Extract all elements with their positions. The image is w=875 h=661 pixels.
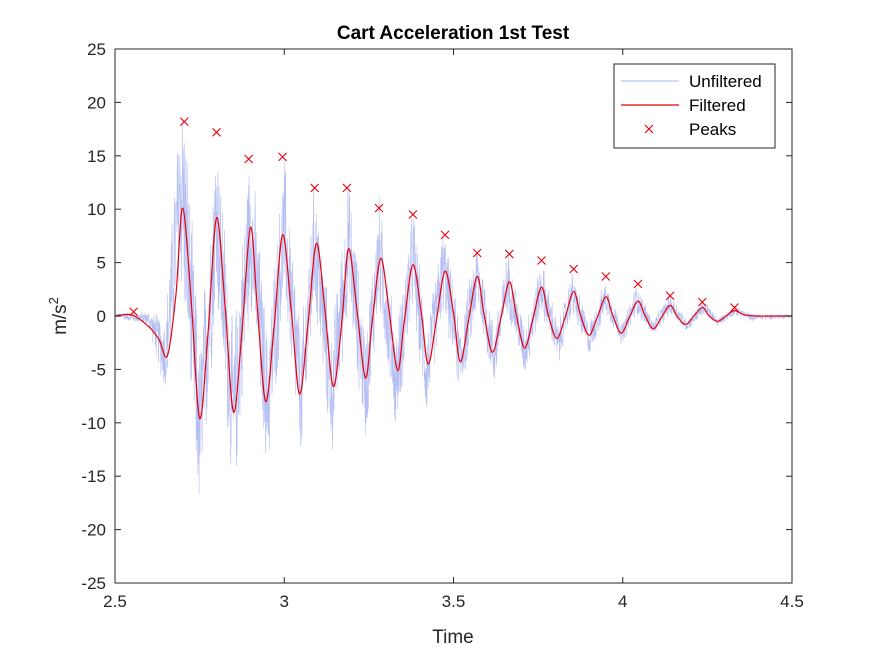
legend-label-filtered: Filtered: [689, 96, 746, 115]
peak-marker: [665, 291, 675, 301]
series-layer: [115, 119, 792, 495]
peak-marker: [472, 248, 482, 258]
peak-marker: [244, 154, 254, 164]
y-tick-label: 0: [97, 307, 106, 326]
x-tick-label: 3: [280, 592, 289, 611]
y-axis-label: m/s2: [46, 297, 71, 335]
peak-marker: [310, 183, 320, 193]
peak-marker: [408, 210, 418, 219]
y-tick-label: -25: [81, 574, 106, 593]
peak-marker: [697, 297, 707, 307]
y-tick-label: -5: [91, 360, 106, 379]
peak-marker: [601, 272, 611, 281]
peak-marker: [278, 152, 287, 162]
legend-box: [613, 63, 776, 149]
y-axis-label-base: m/s: [50, 304, 71, 335]
peak-marker: [504, 249, 514, 259]
ticks-layer: 2.5 3 3.5 4 4.5 -25 -20 -15 -10 -5 0 5 10 15 20 25: [81, 40, 803, 611]
x-tick-label: 4.5: [780, 592, 804, 611]
legend-swatch-peaks: [644, 124, 654, 134]
x-axis-label: Time: [432, 627, 474, 648]
series-unfiltered-line: [115, 119, 792, 495]
y-tick-label: 20: [87, 93, 106, 112]
y-tick-label: 15: [87, 147, 106, 166]
series-filtered-line: [115, 207, 792, 420]
peak-marker: [440, 230, 450, 240]
peak-marker: [212, 127, 221, 137]
y-tick-label: -10: [81, 414, 106, 433]
y-tick-label: 5: [97, 254, 106, 273]
peak-marker: [633, 279, 643, 289]
y-axis-label-exponent: 2: [46, 297, 61, 304]
y-tick-label: 10: [87, 200, 106, 219]
chart-title: Cart Acceleration 1st Test: [337, 23, 570, 44]
y-tick-label: 25: [87, 40, 106, 59]
peak-marker: [730, 303, 739, 312]
peak-marker: [374, 203, 384, 213]
x-tick-label: 3.5: [442, 592, 466, 611]
y-tick-label: -15: [81, 467, 106, 486]
y-tick-label: -20: [81, 521, 106, 540]
peak-marker: [129, 307, 139, 317]
peak-marker: [569, 264, 579, 274]
legend-label-peaks: Peaks: [689, 120, 736, 139]
peak-marker: [342, 183, 352, 193]
peak-marker: [537, 256, 546, 265]
x-tick-label: 4: [618, 592, 627, 611]
legend-label-unfiltered: Unfiltered: [689, 72, 762, 91]
peak-marker: [180, 117, 189, 127]
legend[interactable]: Unfiltered Filtered Peaks: [613, 63, 776, 149]
markers-layer: [129, 117, 739, 317]
x-tick-label: 2.5: [103, 592, 127, 611]
